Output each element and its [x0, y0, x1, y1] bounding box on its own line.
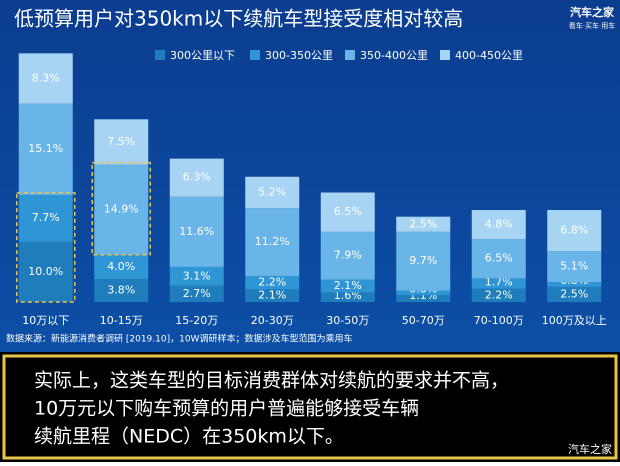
value-label: 11.6% [179, 225, 214, 238]
value-label: 8.3% [32, 71, 60, 84]
legend-label: 350-400公里 [360, 49, 428, 62]
legend-swatch [345, 50, 355, 60]
caption-line: 续航里程（NEDC）在350km以下。 [34, 426, 344, 448]
bar-segment [320, 192, 375, 232]
value-label: 11.2% [255, 235, 290, 248]
value-label: 6.8% [560, 224, 588, 237]
value-label: 4.0% [107, 260, 135, 273]
caption-box [0, 352, 620, 462]
value-label: 15.1% [28, 142, 63, 155]
value-label: 6.5% [334, 205, 362, 218]
value-label: 3.1% [183, 269, 211, 282]
highlight-box [91, 161, 151, 256]
bar-segment [169, 196, 224, 267]
bar-segment [18, 103, 73, 195]
bar-segment [245, 208, 300, 276]
value-label: 2.7% [183, 287, 211, 300]
legend-label: 400-450公里 [455, 49, 523, 62]
chart-title: 低预算用户对350km以下续航车型接受度相对较高 [14, 7, 463, 31]
value-label: 2.1% [334, 279, 362, 292]
x-tick-label: 50-70万 [402, 314, 445, 327]
bar-segment [169, 285, 224, 302]
legend-swatch [155, 50, 165, 60]
bar-segment [471, 278, 526, 289]
bar-segment [18, 53, 73, 104]
x-tick-label: 70-100万 [474, 314, 524, 327]
bar-segment [547, 210, 602, 252]
bar-segment [245, 176, 300, 209]
bar-segment [169, 266, 224, 286]
highlight-box [16, 192, 76, 303]
bar-segment [471, 288, 526, 302]
value-label: 7.5% [107, 135, 135, 148]
value-label: 2.2% [258, 276, 286, 289]
watermark: 汽车之家 [568, 442, 612, 456]
caption-border [2, 354, 618, 460]
value-label: 2.1% [258, 289, 286, 302]
legend-swatch [250, 50, 260, 60]
caption-line: 10万元以下购车预算的用户普遍能够接受车辆 [34, 398, 419, 420]
bar-segment [547, 286, 602, 302]
bar-segment [320, 279, 375, 293]
bar-segment [245, 289, 300, 302]
bar-segment [547, 251, 602, 283]
value-label: 1.7% [485, 276, 513, 289]
bar-segment [94, 164, 149, 255]
bar-segment [396, 216, 451, 232]
bar-segment [396, 290, 451, 296]
value-label: 4.8% [485, 218, 513, 231]
bar-segment [169, 158, 224, 197]
value-label: 6.5% [485, 252, 513, 265]
value-label: 2.5% [409, 217, 437, 230]
legend-label: 300公里以下 [170, 49, 235, 62]
value-label: 2.5% [560, 287, 588, 300]
value-label: 7.7% [32, 211, 60, 224]
bar-segment [94, 279, 149, 302]
x-tick-label: 10-15万 [100, 314, 143, 327]
value-label: 10.0% [28, 265, 63, 278]
source-note: 数据来源：新能源消费者调研 [2019.10]，10W调研样本；数据涉及车型范围… [6, 333, 352, 345]
value-label: 6.3% [183, 171, 211, 184]
bar-segment [320, 292, 375, 302]
bar-segment [245, 275, 300, 290]
caption-line: 实际上，这类车型的目标消费群体对续航的要求并不高， [34, 370, 509, 392]
logo: 汽车之家 [570, 5, 615, 19]
logo-tagline: 看车·买车·用车 [569, 21, 615, 30]
bar-segment [396, 295, 451, 302]
legend-label: 300-350公里 [265, 49, 333, 62]
value-label: 9.7% [409, 254, 437, 267]
value-label: 14.9% [104, 203, 139, 216]
x-tick-label: 100万及以上 [542, 314, 607, 327]
bar-segment [320, 231, 375, 280]
bar-segment [18, 241, 73, 302]
x-tick-label: 10万以下 [22, 314, 69, 327]
value-label: 2.2% [485, 288, 513, 301]
value-label: 5.2% [258, 185, 286, 198]
bar-segment [547, 282, 602, 287]
bar-segment [94, 254, 149, 280]
bar-segment [94, 119, 149, 165]
bar-segment [18, 194, 73, 242]
value-label: 5.1% [560, 260, 588, 273]
legend-swatch [440, 50, 450, 60]
bar-segment [471, 210, 526, 240]
value-label: 3.8% [107, 284, 135, 297]
x-tick-label: 30-50万 [326, 314, 369, 327]
bar-segment [396, 231, 451, 291]
x-tick-label: 15-20万 [175, 314, 218, 327]
bar-segment [471, 239, 526, 279]
value-label: 7.9% [334, 249, 362, 262]
x-tick-label: 20-30万 [251, 314, 294, 327]
